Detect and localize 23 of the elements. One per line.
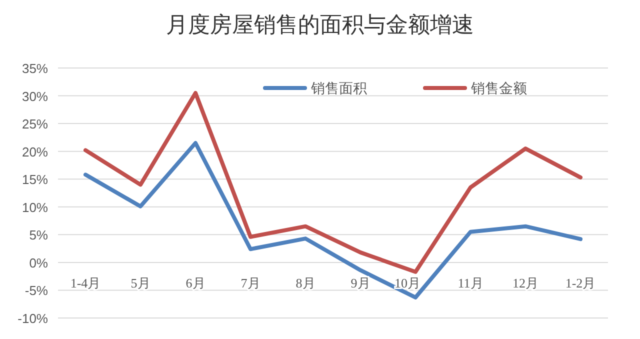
x-tick-label: 1-2月	[565, 275, 596, 290]
y-tick-label: -5%	[24, 283, 48, 298]
x-tick-label: 12月	[512, 275, 538, 290]
x-tick-label: 8月	[296, 275, 316, 290]
x-tick-label: 10月	[394, 275, 420, 290]
y-tick-label: 0%	[29, 255, 48, 270]
y-tick-label: 10%	[22, 200, 48, 215]
x-tick-label: 9月	[350, 275, 370, 290]
x-tick-label: 6月	[186, 275, 206, 290]
chart-title: 月度房屋销售的面积与金额增速	[166, 12, 474, 37]
y-tick-label: 25%	[22, 116, 48, 132]
y-tick-label: 35%	[22, 61, 48, 76]
y-tick-label: -10%	[18, 311, 48, 326]
y-tick-label: 20%	[22, 144, 48, 160]
x-tick-label: 5月	[130, 275, 150, 290]
legend-label: 销售面积	[310, 81, 367, 97]
y-tick-label: 15%	[22, 172, 48, 188]
y-tick-label: 5%	[29, 228, 48, 243]
y-tick-label: 30%	[22, 88, 48, 104]
x-tick-label: 7月	[240, 275, 260, 290]
x-tick-label: 1-4月	[70, 275, 101, 290]
x-tick-label: 11月	[458, 275, 484, 290]
legend-label: 销售金额	[470, 81, 527, 97]
